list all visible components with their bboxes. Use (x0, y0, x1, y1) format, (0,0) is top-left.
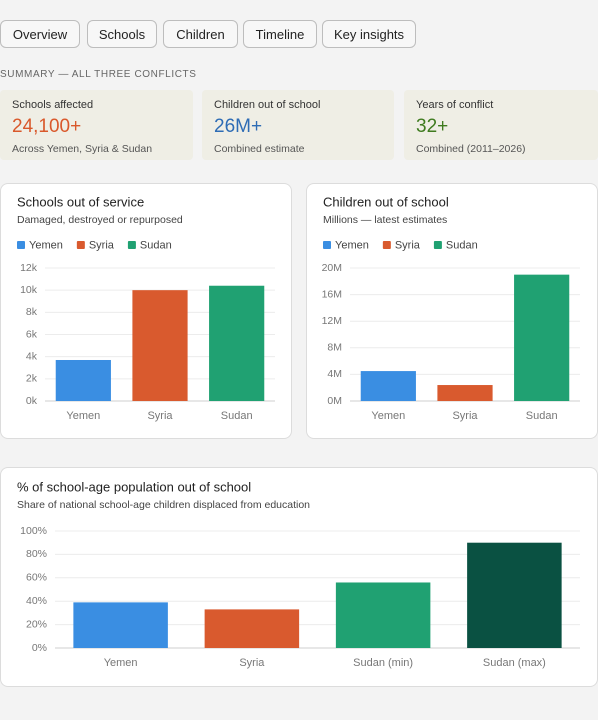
chart-subtitle: Damaged, destroyed or repurposed (17, 214, 183, 226)
stat-label: Children out of school (214, 99, 321, 111)
legend-label: Sudan (446, 239, 478, 251)
legend-label: Sudan (140, 239, 172, 251)
y-tick-label: 16M (322, 288, 342, 300)
legend-label: Yemen (29, 239, 63, 251)
tab[interactable]: Timeline (243, 20, 317, 48)
tab[interactable]: Schools (87, 20, 157, 48)
x-tick-label: Sudan (max) (483, 657, 546, 669)
y-tick-label: 6k (26, 328, 38, 340)
x-tick-label: Sudan (min) (353, 657, 413, 669)
bar (55, 359, 111, 401)
y-tick-label: 12M (322, 315, 342, 327)
bar (467, 542, 562, 648)
y-tick-label: 8k (26, 306, 38, 318)
stat-card: Children out of school 26M+ Combined est… (202, 90, 394, 160)
x-tick-label: Yemen (104, 657, 138, 669)
stat-value: 24,100+ (12, 116, 82, 137)
stat-note: Across Yemen, Syria & Sudan (12, 143, 153, 155)
stat-label: Years of conflict (416, 99, 494, 111)
x-tick-label: Yemen (66, 410, 100, 422)
stat-value: 32+ (416, 116, 449, 137)
y-tick-label: 4M (327, 368, 342, 380)
stat-card: Schools affected 24,100+ Across Yemen, S… (0, 90, 193, 160)
bar (132, 290, 188, 401)
y-tick-label: 4k (26, 350, 38, 362)
tab[interactable]: Overview (0, 20, 80, 48)
x-tick-label: Syria (239, 657, 265, 669)
bar (204, 609, 300, 648)
y-tick-label: 100% (20, 525, 47, 537)
tab[interactable]: Children (163, 20, 238, 48)
bar (360, 371, 416, 401)
bar (209, 285, 265, 401)
y-tick-label: 2k (26, 373, 38, 385)
y-tick-label: 0% (32, 642, 47, 654)
y-tick-label: 10k (20, 284, 38, 296)
legend-swatch (17, 241, 25, 249)
x-tick-label: Sudan (221, 410, 253, 422)
y-tick-label: 0k (26, 395, 38, 407)
x-tick-label: Syria (452, 410, 478, 422)
legend-swatch (323, 241, 331, 249)
stat-note: Combined (2011–2026) (416, 143, 526, 155)
legend-swatch (382, 241, 391, 249)
section-label: SUMMARY — ALL THREE CONFLICTS (0, 69, 197, 80)
y-tick-label: 12k (20, 262, 38, 274)
y-tick-label: 20% (26, 618, 47, 630)
y-tick-label: 8M (327, 342, 342, 354)
chart-title: Schools out of service (17, 194, 144, 209)
legend-label: Syria (89, 239, 115, 251)
x-tick-label: Syria (147, 410, 173, 422)
bar (437, 385, 493, 401)
bar (514, 274, 570, 401)
chart-subtitle: Share of national school-age children di… (17, 499, 310, 511)
legend-label: Yemen (335, 239, 369, 251)
legend-swatch (76, 241, 85, 249)
stat-note: Combined estimate (214, 143, 305, 155)
tab[interactable]: Key insights (322, 20, 416, 48)
chart-title: % of school-age population out of school (17, 479, 251, 494)
x-tick-label: Yemen (371, 410, 405, 422)
y-tick-label: 40% (26, 595, 47, 607)
chart-title: Children out of school (323, 194, 449, 209)
y-tick-label: 60% (26, 572, 47, 584)
x-tick-label: Sudan (526, 410, 558, 422)
bar (335, 582, 431, 648)
chart-subtitle: Millions — latest estimates (323, 214, 447, 226)
legend-swatch (127, 241, 136, 249)
legend-label: Syria (395, 239, 421, 251)
stat-card: Years of conflict 32+ Combined (2011–202… (404, 90, 598, 160)
stat-label: Schools affected (12, 99, 94, 111)
y-tick-label: 20M (322, 262, 342, 274)
legend-swatch (433, 241, 442, 249)
y-tick-label: 80% (26, 548, 47, 560)
bar (73, 602, 168, 648)
stat-value: 26M+ (214, 116, 263, 137)
y-tick-label: 0M (327, 395, 342, 407)
